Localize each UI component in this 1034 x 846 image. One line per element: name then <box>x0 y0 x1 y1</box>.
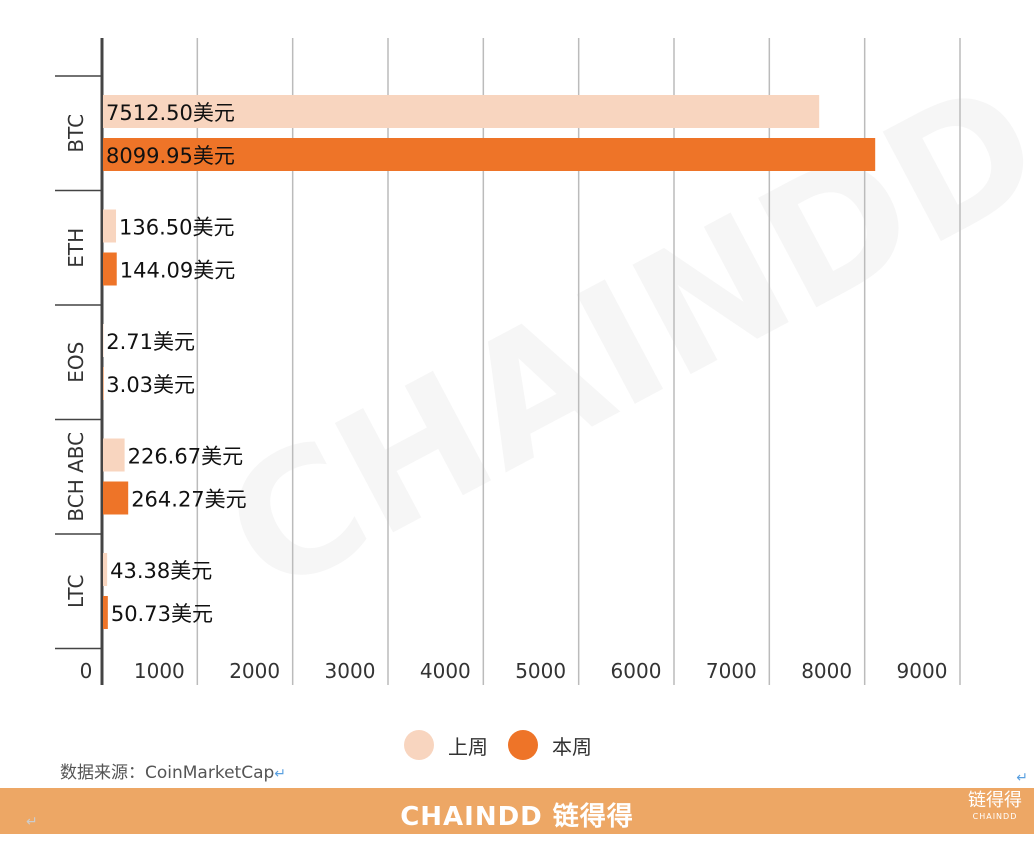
x-tick-label: 6000 <box>611 659 662 683</box>
x-tick-label: 7000 <box>706 659 757 683</box>
data-label: 136.50美元 <box>119 216 234 240</box>
x-tick-label: 5000 <box>515 659 566 683</box>
legend-swatch-last-week <box>404 730 434 760</box>
return-mark-right: ↵ <box>1016 770 1028 786</box>
bar <box>103 252 117 286</box>
bar <box>103 95 820 128</box>
bar <box>103 596 108 629</box>
logo-subtext: CHAINDD <box>972 812 1018 821</box>
bar <box>103 367 104 400</box>
x-tick-label: 0 <box>80 659 93 683</box>
bar <box>103 324 104 357</box>
source-text: 数据来源：CoinMarketCap <box>60 763 275 783</box>
legend-label-this-week: 本周 <box>552 734 592 759</box>
data-label: 144.09美元 <box>120 259 235 283</box>
data-label: 264.27美元 <box>131 488 246 512</box>
data-label: 2.71美元 <box>106 330 195 354</box>
data-label: 226.67美元 <box>128 445 243 469</box>
chaindd-logo: 链得得 CHAINDD <box>968 792 1022 821</box>
x-tick-label: 3000 <box>325 659 376 683</box>
bar <box>103 481 129 515</box>
source-note: 数据来源：CoinMarketCap↵ <box>60 758 286 783</box>
banner-title: CHAINDD 链得得 <box>400 802 634 832</box>
bar <box>103 438 125 472</box>
legend-swatch-this-week <box>508 730 538 760</box>
data-label: 7512.50美元 <box>106 101 235 125</box>
category-label: LTC <box>64 575 88 608</box>
logo-text: 链得得 <box>968 790 1022 811</box>
bar <box>103 209 117 243</box>
category-label: BTC <box>64 114 88 153</box>
category-label: ETH <box>64 228 88 268</box>
bar <box>103 138 876 171</box>
x-tick-label: 8000 <box>801 659 852 683</box>
bar <box>103 553 108 586</box>
category-label: EOS <box>64 342 88 383</box>
data-label: 8099.95美元 <box>106 144 235 168</box>
return-mark: ↵ <box>274 766 287 782</box>
x-tick-label: 1000 <box>134 659 185 683</box>
x-tick-label: 2000 <box>229 659 280 683</box>
data-label: 50.73美元 <box>111 602 213 626</box>
bar-chart: 0 1000 2000 3000 4000 5000 6000 7000 8000 9000 BTC… <box>55 38 961 685</box>
footer-banner: CHAINDD 链得得 ↵ 链得得 CHAINDD <box>0 788 1034 834</box>
x-tick-label: 9000 <box>897 659 948 683</box>
x-tick-label: 4000 <box>420 659 471 683</box>
category-label: BCH ABC <box>64 432 88 522</box>
return-mark-banner: ↵ <box>26 814 38 830</box>
legend-label-last-week: 上周 <box>448 734 488 759</box>
data-label: 3.03美元 <box>106 373 195 397</box>
legend: 上周 本周 <box>404 730 612 760</box>
data-label: 43.38美元 <box>110 559 212 583</box>
